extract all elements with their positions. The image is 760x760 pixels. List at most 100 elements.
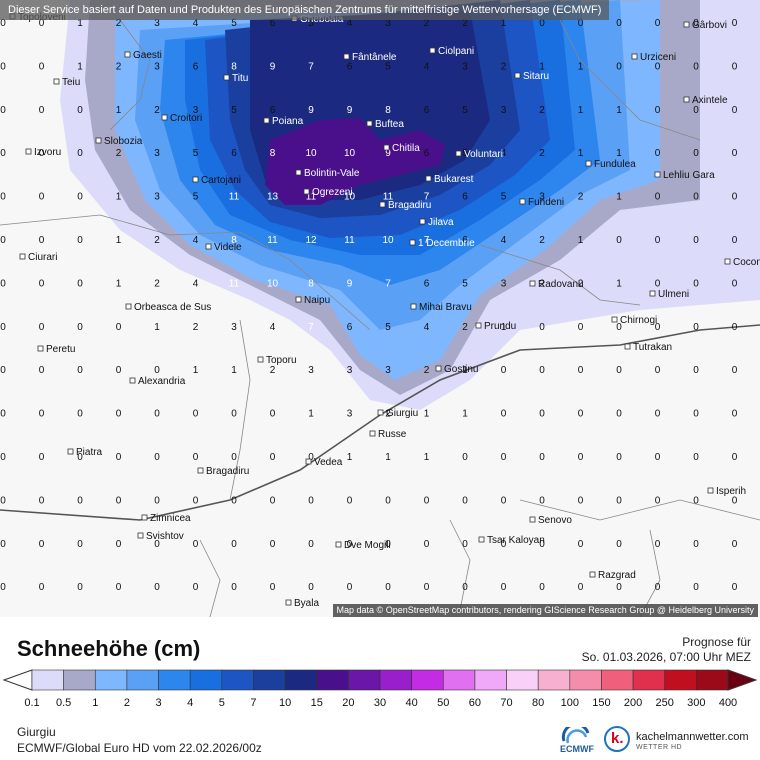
city-marker — [303, 188, 310, 195]
grid-value: 2 — [270, 365, 276, 376]
grid-value: 0 — [77, 495, 83, 506]
city-marker — [478, 536, 485, 543]
grid-value: 0 — [231, 409, 237, 420]
grid-value: 0 — [308, 495, 314, 506]
kachelmann-logo-letter: k. — [611, 730, 624, 747]
city-marker — [263, 117, 270, 124]
grid-value: 0 — [732, 18, 738, 29]
legend-tick-label: 4 — [187, 697, 194, 709]
grid-value: 0 — [39, 278, 45, 289]
grid-value: 4 — [193, 18, 199, 29]
grid-value: 0 — [116, 452, 122, 463]
grid-value: 0 — [0, 365, 6, 376]
grid-value: 0 — [77, 409, 83, 420]
legend-tick-label: 7 — [250, 697, 257, 709]
legend-scale-labels: 0.1 0.5 1 2 3 4 5 7 10 15 20 30 40 50 60 70 80 100 150 200 2… — [0, 697, 760, 711]
legend-tick-label: 60 — [468, 697, 482, 709]
grid-value: 2 — [116, 61, 122, 72]
grid-value: 6 — [270, 18, 276, 29]
grid-value: 0 — [154, 582, 160, 593]
legend-swatch — [31, 669, 64, 691]
city-marker — [409, 239, 416, 246]
city-label: Voluntari — [464, 149, 503, 160]
city-marker — [654, 171, 661, 178]
grid-value: 11 — [229, 192, 240, 203]
city-label: Russe — [378, 429, 407, 440]
grid-value: 10 — [382, 235, 394, 246]
kachelmann-logo-icon[interactable]: k. — [604, 726, 630, 752]
grid-value: 3 — [231, 322, 237, 333]
grid-value: 0 — [0, 148, 6, 159]
grid-value: 0 — [39, 235, 45, 246]
grid-value: 0 — [77, 582, 83, 593]
grid-value: 0 — [39, 18, 45, 29]
grid-value: 0 — [655, 61, 661, 72]
grid-value: 0 — [39, 192, 45, 203]
grid-value: 11 — [306, 192, 317, 203]
grid-value: 3 — [347, 409, 353, 420]
city-label: Gostinu — [444, 364, 478, 375]
city-label: Cartojani — [201, 175, 241, 186]
grid-value: 0 — [193, 495, 199, 506]
grid-value: 1 — [424, 409, 430, 420]
grid-value: 2 — [116, 148, 122, 159]
legend-swatch — [94, 669, 128, 691]
legend-tick-label: 30 — [373, 697, 387, 709]
grid-value: 0 — [39, 148, 45, 159]
city-label: Gârbovi — [692, 20, 727, 31]
grid-value: 0 — [693, 105, 699, 116]
legend-swatch — [284, 669, 318, 691]
legend-tick-label: 20 — [342, 697, 355, 709]
grid-value: 0 — [732, 495, 738, 506]
grid-value: 0 — [39, 582, 45, 593]
city-marker — [379, 201, 386, 208]
grid-value: 10 — [344, 192, 356, 203]
grid-value: 0 — [578, 582, 584, 593]
grid-value: 0 — [655, 495, 661, 506]
legend-swatch — [253, 669, 286, 691]
city-marker — [95, 137, 102, 144]
grid-value: 11 — [383, 192, 394, 203]
grid-value: 0 — [347, 495, 353, 506]
grid-value: 9 — [347, 278, 353, 289]
grid-value: 0 — [732, 235, 738, 246]
grid-value: 0 — [655, 539, 661, 550]
city-label: Giurgiu — [386, 408, 418, 419]
grid-value: 1 — [462, 409, 468, 420]
grid-value: 0 — [732, 322, 738, 333]
grid-value: 6 — [347, 61, 353, 72]
grid-value: 4 — [193, 278, 199, 289]
grid-value: 0 — [270, 495, 276, 506]
grid-value: 0 — [616, 409, 622, 420]
legend-swatch — [63, 669, 96, 691]
grid-value: 0 — [0, 582, 6, 593]
city-marker — [141, 514, 148, 521]
grid-value: 0 — [616, 61, 622, 72]
grid-value: 1 — [116, 192, 122, 203]
grid-value: 0 — [424, 495, 430, 506]
grid-value: 0 — [693, 61, 699, 72]
grid-value: 5 — [308, 18, 314, 29]
grid-value: 0 — [0, 61, 6, 72]
brand-name[interactable]: kachelmannwetter.com — [636, 731, 749, 743]
legend-tick-label: 5 — [218, 697, 225, 709]
grid-value: 0 — [77, 322, 83, 333]
grid-value: 0 — [616, 452, 622, 463]
grid-value: 0 — [732, 452, 738, 463]
city-marker — [197, 467, 204, 474]
city-label: Fântânele — [352, 52, 397, 63]
legend-swatch — [411, 669, 444, 691]
grid-value: 3 — [154, 18, 160, 29]
ecmwf-notice: Dieser Service basiert auf Daten und Pro… — [0, 0, 610, 20]
grid-value: 8 — [308, 278, 314, 289]
city-label: Izvoru — [34, 147, 61, 158]
city-label: Razgrad — [598, 570, 636, 581]
city-label: Dve Mogili — [344, 540, 391, 551]
grid-value: 0 — [231, 539, 237, 550]
city-marker — [161, 114, 168, 121]
grid-value: 4 — [193, 235, 199, 246]
grid-value: 2 — [539, 278, 545, 289]
grid-value: 0 — [693, 539, 699, 550]
grid-value: 3 — [154, 148, 160, 159]
